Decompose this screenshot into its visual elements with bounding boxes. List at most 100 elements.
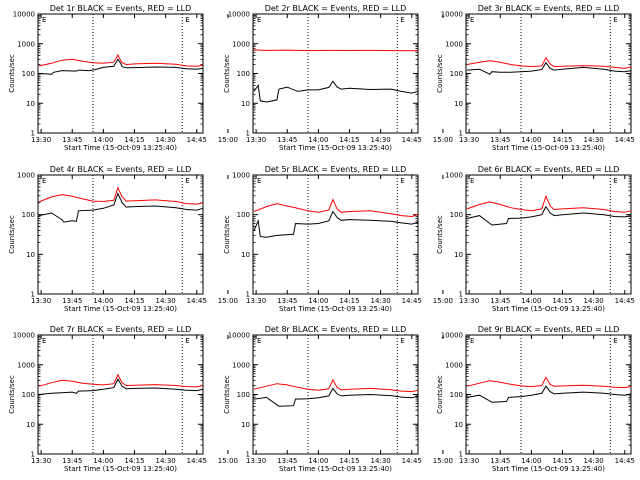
y-tick-label: 10000 bbox=[13, 11, 35, 19]
x-tick-label: 13:30 bbox=[246, 457, 266, 465]
y-tick-label: 10 bbox=[454, 421, 463, 429]
x-axis-label: Start Time (15-Oct-09 13:25:40) bbox=[64, 305, 177, 313]
y-tick-label: 10000 bbox=[441, 11, 463, 19]
x-tick-label: 14:30 bbox=[371, 136, 391, 144]
marker-label: E bbox=[400, 337, 404, 345]
x-tick-label: 14:00 bbox=[308, 457, 328, 465]
chart-title: Det 2r BLACK = Events, RED = LLD bbox=[265, 4, 407, 13]
marker-label: E bbox=[257, 16, 261, 24]
y-tick-label: 10000 bbox=[13, 332, 35, 340]
y-tick-label: 10 bbox=[26, 100, 35, 108]
lld-series-line bbox=[38, 53, 204, 67]
x-tick-label: 13:45 bbox=[490, 136, 510, 144]
plot-frame bbox=[37, 334, 204, 455]
marker-label: E bbox=[470, 337, 474, 345]
y-tick-label: 1000 bbox=[17, 361, 35, 369]
x-tick-label: 14:45 bbox=[615, 297, 635, 305]
y-tick-label: 100 bbox=[450, 391, 463, 399]
marker-label: E bbox=[42, 337, 46, 345]
x-tick-label: 14:45 bbox=[187, 457, 207, 465]
x-tick-label: 13:30 bbox=[246, 136, 266, 144]
y-tick-label: 100 bbox=[22, 70, 35, 78]
plot-frame bbox=[252, 334, 419, 455]
y-tick-label: 1000 bbox=[17, 172, 35, 180]
y-axis-label: Counts/sec bbox=[223, 375, 231, 414]
y-axis-label: Counts/sec bbox=[436, 375, 444, 414]
x-tick-label: 14:15 bbox=[124, 297, 144, 305]
x-tick-label: 14:00 bbox=[521, 457, 541, 465]
chart-panel-4: Det 4r BLACK = Events, RED = LLD 1 10 100 10… bbox=[8, 165, 238, 313]
lld-series-line bbox=[38, 373, 204, 388]
chart-panel-1: Det 1r BLACK = Events, RED = LLD 1 10 100 10… bbox=[8, 4, 238, 152]
x-tick-label: 14:15 bbox=[339, 297, 359, 305]
marker-label: E bbox=[185, 177, 189, 185]
plot-frame bbox=[37, 174, 204, 295]
x-tick-label: 14:45 bbox=[402, 136, 422, 144]
lld-series-line bbox=[466, 376, 632, 389]
x-axis-label: Start Time (15-Oct-09 13:25:40) bbox=[279, 144, 392, 152]
x-tick-label: 14:00 bbox=[93, 136, 113, 144]
chart-panel-2: Det 2r BLACK = Events, RED = LLD 1 10 100 10… bbox=[223, 4, 453, 152]
y-tick-label: 10 bbox=[241, 421, 250, 429]
y-tick-label: 10 bbox=[454, 251, 463, 259]
events-series-line bbox=[466, 385, 632, 403]
y-tick-label: 1 bbox=[31, 451, 35, 459]
x-tick-label: 14:15 bbox=[552, 136, 572, 144]
chart-panel-6: Det 6r BLACK = Events, RED = LLD 1 10 100 10… bbox=[436, 165, 635, 313]
y-tick-label: 1 bbox=[246, 130, 250, 138]
x-tick-label: 13:45 bbox=[277, 297, 297, 305]
x-tick-label: 15:00 bbox=[433, 136, 453, 144]
x-tick-label: 14:30 bbox=[156, 297, 176, 305]
y-tick-label: 100 bbox=[22, 391, 35, 399]
x-tick-label: 14:15 bbox=[552, 457, 572, 465]
y-tick-label: 10 bbox=[454, 100, 463, 108]
chart-title: Det 1r BLACK = Events, RED = LLD bbox=[50, 4, 192, 13]
x-tick-label: 13:45 bbox=[277, 457, 297, 465]
x-tick-label: 14:15 bbox=[552, 297, 572, 305]
x-tick-label: 15:00 bbox=[218, 297, 238, 305]
y-tick-label: 1000 bbox=[17, 40, 35, 48]
x-tick-label: 14:45 bbox=[615, 136, 635, 144]
x-tick-label: 14:15 bbox=[124, 457, 144, 465]
lld-series-line bbox=[253, 198, 419, 218]
chart-panel-3: Det 3r BLACK = Events, RED = LLD 1 10 100 10… bbox=[436, 4, 635, 152]
x-axis-label: Start Time (15-Oct-09 13:25:40) bbox=[279, 305, 392, 313]
y-tick-label: 10000 bbox=[228, 332, 250, 340]
x-tick-label: 15:00 bbox=[218, 457, 238, 465]
y-tick-label: 1000 bbox=[445, 40, 463, 48]
x-tick-label: 14:30 bbox=[584, 136, 604, 144]
events-series-line bbox=[253, 210, 419, 238]
chart-panel-7: Det 7r BLACK = Events, RED = LLD 1 10 100 10… bbox=[8, 325, 238, 473]
marker-label: E bbox=[257, 177, 261, 185]
x-tick-label: 14:30 bbox=[584, 297, 604, 305]
lld-series-line bbox=[253, 49, 418, 52]
y-tick-label: 1 bbox=[246, 291, 250, 299]
x-tick-label: 13:30 bbox=[31, 457, 51, 465]
x-tick-label: 14:00 bbox=[521, 297, 541, 305]
x-tick-label: 14:15 bbox=[339, 136, 359, 144]
y-tick-label: 1 bbox=[459, 291, 463, 299]
y-tick-label: 100 bbox=[450, 211, 463, 219]
x-tick-label: 13:45 bbox=[277, 136, 297, 144]
x-tick-label: 13:30 bbox=[31, 136, 51, 144]
chart-title: Det 7r BLACK = Events, RED = LLD bbox=[50, 325, 192, 334]
y-tick-label: 10 bbox=[26, 251, 35, 259]
y-tick-label: 100 bbox=[450, 70, 463, 78]
x-tick-label: 13:30 bbox=[246, 297, 266, 305]
y-tick-label: 10000 bbox=[228, 11, 250, 19]
plot-frame bbox=[252, 174, 419, 295]
x-tick-label: 13:45 bbox=[490, 297, 510, 305]
events-series-line bbox=[466, 61, 632, 75]
events-series-line bbox=[38, 58, 204, 75]
y-tick-label: 10000 bbox=[441, 332, 463, 340]
y-tick-label: 10 bbox=[26, 421, 35, 429]
chart-title: Det 6r BLACK = Events, RED = LLD bbox=[478, 165, 620, 174]
x-tick-label: 13:30 bbox=[31, 297, 51, 305]
y-axis-label: Counts/sec bbox=[223, 54, 231, 93]
marker-label: E bbox=[470, 16, 474, 24]
y-tick-label: 1 bbox=[246, 451, 250, 459]
y-tick-label: 100 bbox=[237, 391, 250, 399]
x-tick-label: 14:45 bbox=[187, 136, 207, 144]
lld-series-line bbox=[466, 56, 632, 69]
marker-label: E bbox=[400, 177, 404, 185]
